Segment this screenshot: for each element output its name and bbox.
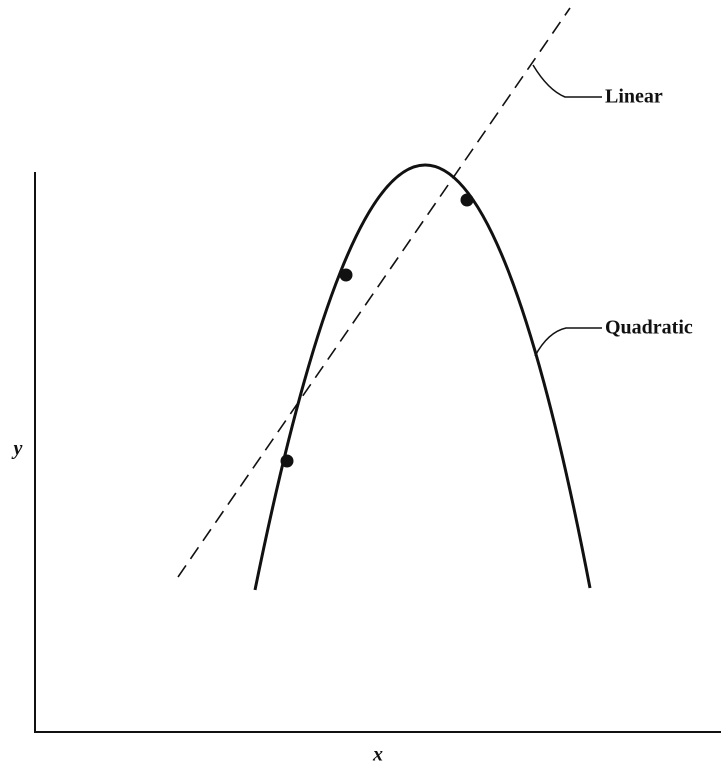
linear-fit xyxy=(177,7,571,578)
data-point xyxy=(280,454,294,468)
linear-label: Linear xyxy=(605,86,663,108)
quadratic-fit xyxy=(253,163,592,591)
quadratic-label: Quadratic xyxy=(605,317,693,339)
data-point xyxy=(460,193,474,207)
x-axis-label: x xyxy=(372,744,383,766)
y-axis-label: y xyxy=(12,438,23,460)
quadratic-leader xyxy=(534,327,602,357)
linear-leader xyxy=(532,64,602,98)
data-point xyxy=(339,268,353,282)
